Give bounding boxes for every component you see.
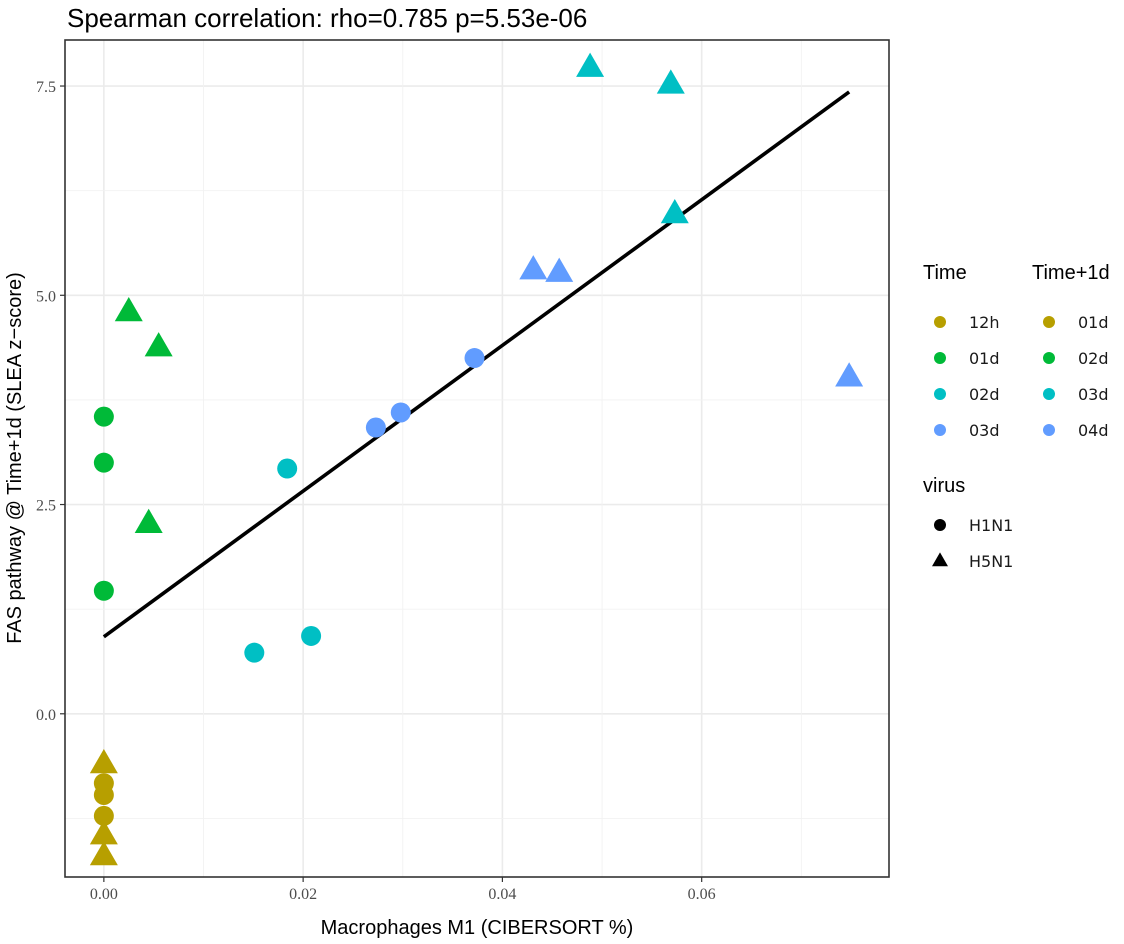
- legend-title-time: Time: [923, 262, 967, 284]
- data-point-h5n1: [89, 748, 118, 774]
- y-tick-label: 5.0: [36, 288, 56, 305]
- legend-key: [1043, 388, 1055, 400]
- legend-key: [934, 352, 946, 364]
- y-axis-ticks: 0.0 2.5 5.0 7.5: [36, 79, 65, 724]
- legend-key: [934, 519, 946, 531]
- data-point-h1n1: [93, 580, 114, 601]
- legend-key: [934, 388, 946, 400]
- data-point-h1n1: [93, 784, 114, 805]
- data-point-h5n1: [519, 255, 548, 280]
- y-tick-label: 2.5: [36, 498, 56, 515]
- legend-label: 03d: [969, 421, 1000, 440]
- data-point-h5n1: [545, 257, 574, 282]
- data-point-h1n1: [93, 406, 114, 427]
- legend-title-time-plus: Time+1d: [1032, 262, 1110, 284]
- data-point-h5n1: [660, 199, 689, 224]
- legend-label: 03d: [1078, 385, 1109, 404]
- data-point-h1n1: [244, 642, 265, 663]
- data-point-h1n1: [93, 805, 114, 826]
- legend: Time 12h 01d 02d 03d Time+1d 01d 02d 03d 04d virus…: [923, 262, 1110, 571]
- data-point-h1n1: [464, 348, 485, 369]
- data-point-h1n1: [301, 625, 322, 646]
- x-tick-label: 0.06: [688, 886, 716, 903]
- legend-label: 02d: [1078, 349, 1109, 368]
- legend-label: 01d: [969, 349, 1000, 368]
- x-axis-ticks: 0.00 0.02 0.04 0.06: [90, 877, 716, 903]
- y-axis-label: FAS pathway @ Time+1d (SLEA z−score): [4, 272, 26, 644]
- panel-border: [64, 39, 890, 878]
- x-tick-label: 0.04: [488, 886, 516, 903]
- legend-key: [934, 424, 946, 436]
- chart-title: Spearman correlation: rho=0.785 p=5.53e-…: [67, 3, 587, 33]
- legend-label: 04d: [1078, 421, 1109, 440]
- data-point-h1n1: [277, 458, 298, 479]
- legend-key: [932, 552, 948, 567]
- legend-key: [1043, 352, 1055, 364]
- legend-label: 12h: [969, 313, 1000, 332]
- data-point-h1n1: [365, 417, 386, 438]
- x-tick-label: 0.00: [90, 886, 118, 903]
- legend-label: 01d: [1078, 313, 1109, 332]
- legend-key: [1043, 424, 1055, 436]
- legend-key: [1043, 316, 1055, 328]
- grid: [65, 40, 889, 877]
- legend-label: 02d: [969, 385, 1000, 404]
- data-point-h5n1: [835, 362, 864, 387]
- legend-title-virus: virus: [923, 475, 965, 497]
- data-point-h5n1: [89, 841, 118, 866]
- data-point-h5n1: [89, 820, 118, 845]
- data-point-h5n1: [576, 52, 605, 77]
- data-point-h5n1: [114, 296, 143, 322]
- legend-label: H1N1: [969, 516, 1013, 535]
- data-point-h5n1: [656, 69, 685, 94]
- legend-key: [934, 316, 946, 328]
- data-point-h1n1: [93, 452, 114, 473]
- data-points: [89, 52, 864, 866]
- y-tick-label: 7.5: [36, 79, 56, 96]
- data-point-h5n1: [144, 332, 173, 357]
- y-tick-label: 0.0: [36, 707, 56, 724]
- x-tick-label: 0.02: [289, 886, 317, 903]
- x-axis-label: Macrophages M1 (CIBERSORT %): [321, 917, 634, 939]
- legend-label: H5N1: [969, 552, 1013, 571]
- data-point-h1n1: [390, 402, 411, 423]
- data-point-h5n1: [134, 508, 163, 534]
